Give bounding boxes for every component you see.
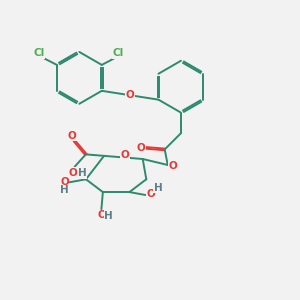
Text: H: H xyxy=(154,183,162,193)
Text: O: O xyxy=(68,131,76,141)
Text: O: O xyxy=(126,90,134,100)
Text: O: O xyxy=(121,150,129,160)
Text: H: H xyxy=(78,168,86,178)
Text: Cl: Cl xyxy=(34,48,45,58)
Text: Cl: Cl xyxy=(113,48,124,58)
Text: H: H xyxy=(60,185,69,196)
Text: O: O xyxy=(146,189,155,200)
Text: O: O xyxy=(137,143,146,153)
Text: O: O xyxy=(60,177,69,187)
Text: O: O xyxy=(169,161,177,171)
Text: O: O xyxy=(97,210,106,220)
Text: O: O xyxy=(69,168,77,178)
Text: H: H xyxy=(104,211,113,220)
